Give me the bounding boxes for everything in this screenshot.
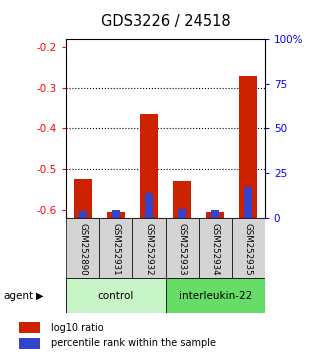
Bar	[99, 218, 132, 278]
Bar	[173, 181, 191, 218]
Bar	[112, 210, 120, 218]
Text: agent: agent	[3, 291, 33, 301]
Text: GSM252890: GSM252890	[78, 223, 87, 275]
Text: GSM252931: GSM252931	[111, 223, 120, 275]
Bar	[107, 212, 125, 218]
Bar	[232, 218, 265, 278]
Text: GDS3226 / 24518: GDS3226 / 24518	[101, 14, 230, 29]
Bar	[19, 322, 40, 333]
Bar	[66, 218, 99, 278]
Bar	[19, 338, 40, 349]
Bar	[211, 210, 219, 218]
Bar	[140, 114, 158, 218]
Text: GSM252932: GSM252932	[144, 223, 154, 275]
Text: interleukin-22: interleukin-22	[178, 291, 252, 301]
Text: log10 ratio: log10 ratio	[51, 322, 104, 332]
Bar	[166, 278, 265, 313]
Bar	[166, 218, 199, 278]
Text: GSM252934: GSM252934	[211, 223, 220, 275]
Text: control: control	[98, 291, 134, 301]
Text: percentile rank within the sample: percentile rank within the sample	[51, 338, 216, 348]
Bar	[79, 211, 87, 218]
Bar	[239, 75, 258, 218]
Text: ▶: ▶	[36, 291, 44, 301]
Text: GSM252935: GSM252935	[244, 223, 253, 275]
Bar	[132, 218, 166, 278]
Bar	[178, 209, 186, 218]
Text: GSM252933: GSM252933	[177, 223, 187, 275]
Bar	[66, 278, 166, 313]
Bar	[244, 187, 253, 218]
Bar	[145, 193, 153, 218]
Bar	[199, 218, 232, 278]
Bar	[206, 212, 224, 218]
Bar	[73, 179, 92, 218]
